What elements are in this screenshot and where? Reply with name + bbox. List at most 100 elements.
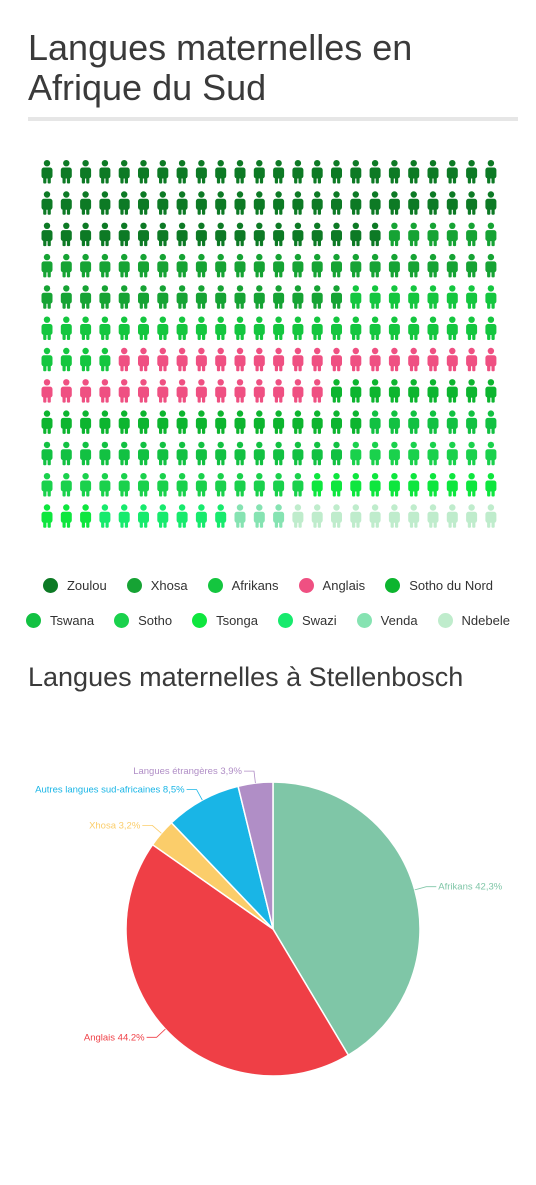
person-icon: Tsonga xyxy=(446,473,458,497)
person-icon: Zoulou xyxy=(99,222,111,247)
person-icon: Afrikans xyxy=(485,316,497,340)
person-icon: Anglais xyxy=(427,347,439,372)
legend-item[interactable]: Sotho du Nord xyxy=(385,578,493,593)
person-icon: Sotho du Nord xyxy=(99,410,111,434)
person-icon: Sotho du Nord xyxy=(80,410,92,434)
person-icon: Tsonga xyxy=(408,473,420,497)
person-icon: Afrikans xyxy=(427,316,439,340)
person-icon: Anglais xyxy=(41,379,53,403)
person-icon: Sotho du Nord xyxy=(60,410,72,434)
person-icon: Ndebele xyxy=(408,504,420,528)
person-icon: Afrikans xyxy=(80,316,92,340)
legend-item[interactable]: Anglais xyxy=(298,578,365,593)
person-icon: Zoulou xyxy=(292,222,304,247)
legend-item[interactable]: Venda xyxy=(356,613,418,628)
person-icon: Tswana xyxy=(99,441,111,466)
person-icon: Ndebele xyxy=(350,504,362,528)
person-icon: Tswana xyxy=(138,441,149,466)
person-icon: Ndebele xyxy=(292,504,304,528)
person-icon: Tswana xyxy=(60,441,72,466)
legend-swatch xyxy=(385,578,401,593)
person-icon: Anglais xyxy=(176,347,188,372)
person-icon: Tswana xyxy=(369,410,381,434)
person-icon: Sotho du Nord xyxy=(195,410,207,434)
person-icon: Xhosa xyxy=(138,253,149,278)
legend-item[interactable]: Zoulou xyxy=(42,578,107,593)
person-icon: Anglais xyxy=(176,379,188,403)
legend-item[interactable]: Ndebele xyxy=(437,613,510,628)
person-icon: Anglais xyxy=(273,347,285,372)
person-icon: Tswana xyxy=(408,410,420,434)
person-icon: Zoulou xyxy=(331,191,342,215)
person-icon: Zoulou xyxy=(60,160,72,184)
person-icon: Zoulou xyxy=(118,222,130,247)
person-icon: Sotho xyxy=(80,473,92,497)
person-icon: Zoulou xyxy=(80,222,92,247)
person-icon: Afrikans xyxy=(253,316,265,340)
legend-item[interactable]: Tswana xyxy=(26,613,94,628)
person-icon: Anglais xyxy=(311,347,323,372)
person-icon: Zoulou xyxy=(99,191,111,215)
person-icon: Zoulou xyxy=(350,222,362,247)
person-icon: Tsonga xyxy=(80,504,92,528)
person-icon: Zoulou xyxy=(408,160,420,184)
legend-swatch xyxy=(114,613,130,628)
person-icon: Zoulou xyxy=(253,160,265,184)
person-icon: Xhosa xyxy=(408,253,420,278)
person-icon: Zoulou xyxy=(215,191,227,215)
person-icon: Tsonga xyxy=(388,473,400,497)
person-icon: Zoulou xyxy=(234,191,246,215)
legend-label: Venda xyxy=(380,613,418,628)
person-icon: Xhosa xyxy=(234,285,246,309)
person-icon: Afrikans xyxy=(369,285,381,309)
person-icon: Afrikans xyxy=(408,316,420,340)
person-icon: Tsonga xyxy=(427,473,439,497)
person-icon: Xhosa xyxy=(41,253,53,278)
person-icon: Zoulou xyxy=(485,160,497,184)
person-icon: Tswana xyxy=(331,441,342,466)
person-icon: Swazi xyxy=(195,504,207,528)
person-icon: Swazi xyxy=(118,504,130,528)
person-icon: Sotho xyxy=(446,441,458,466)
person-icon: Anglais xyxy=(408,347,420,372)
person-icon: Zoulou xyxy=(176,191,188,215)
person-icon: Xhosa xyxy=(485,222,497,247)
legend-item[interactable]: Tsonga xyxy=(192,613,258,628)
person-icon: Afrikans xyxy=(466,316,478,340)
slice-leader-line xyxy=(146,1028,166,1038)
person-icon: Ndebele xyxy=(331,504,342,528)
section-title: Langues maternelles à Stellenbosch xyxy=(28,662,464,692)
legend-item[interactable]: Afrikans xyxy=(207,578,279,593)
person-icon: Sotho xyxy=(253,473,265,497)
person-icon: Sotho xyxy=(195,473,207,497)
person-icon: Xhosa xyxy=(195,285,207,309)
person-icon: Zoulou xyxy=(446,160,458,184)
person-icon: Sotho xyxy=(273,473,285,497)
person-icon: Tswana xyxy=(41,441,53,466)
person-icon: Sotho du Nord xyxy=(408,379,420,403)
person-icon: Tswana xyxy=(485,410,497,434)
person-icon: Xhosa xyxy=(427,253,439,278)
person-icon: Zoulou xyxy=(118,160,130,184)
slice-leader-line xyxy=(186,789,203,801)
person-icon: Afrikans xyxy=(99,347,111,372)
legend-item[interactable]: Sotho xyxy=(114,613,172,628)
person-icon: Zoulou xyxy=(466,160,478,184)
person-icon: Anglais xyxy=(485,347,497,372)
person-icon: Anglais xyxy=(60,379,72,403)
legend-swatch xyxy=(42,578,58,593)
person-icon: Xhosa xyxy=(446,222,458,247)
person-icon: Xhosa xyxy=(311,253,323,278)
person-icon: Anglais xyxy=(215,347,227,372)
person-icon: Xhosa xyxy=(466,222,478,247)
person-icon: Tswana xyxy=(466,410,478,434)
person-icon: Zoulou xyxy=(350,191,362,215)
legend-swatch xyxy=(26,613,41,628)
person-icon: Afrikans xyxy=(466,285,478,309)
person-icon: Anglais xyxy=(157,379,169,403)
person-icon: Afrikans xyxy=(427,285,439,309)
person-icon: Tswana xyxy=(80,441,92,466)
legend-item[interactable]: Swazi xyxy=(277,613,337,628)
legend-item[interactable]: Xhosa xyxy=(126,578,188,593)
person-icon: Anglais xyxy=(292,347,304,372)
